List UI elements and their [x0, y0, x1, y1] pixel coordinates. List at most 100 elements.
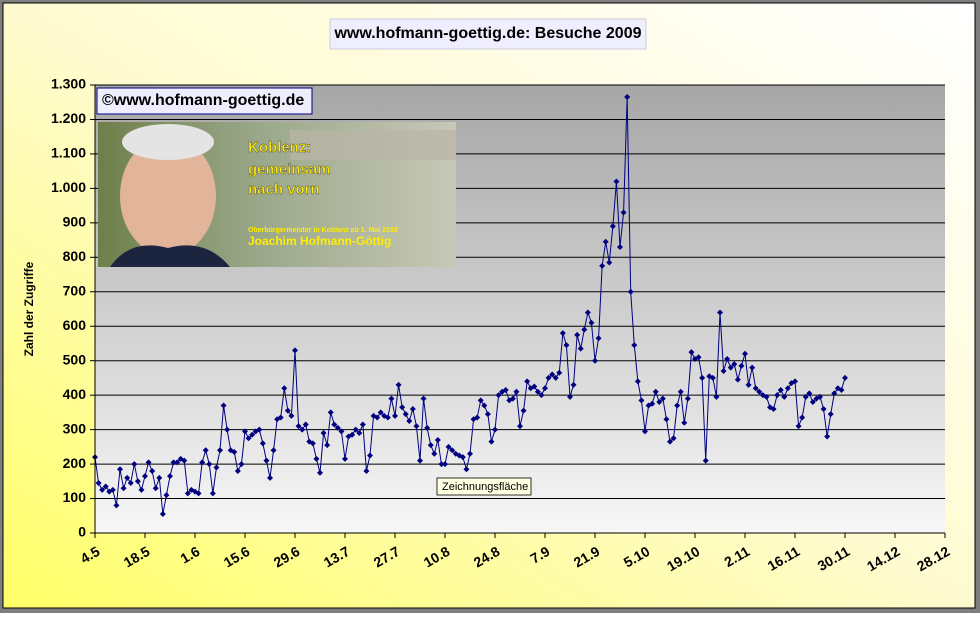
data-point: [152, 485, 159, 492]
slogan: Koblenz:: [248, 139, 311, 156]
person-name: Joachim Hofmann-Göttig: [248, 234, 391, 248]
data-point: [781, 393, 788, 400]
data-point: [667, 438, 673, 445]
data-point: [656, 399, 663, 406]
data-point: [699, 374, 706, 381]
data-point: [324, 442, 331, 449]
data-point: [249, 431, 256, 438]
data-point: [792, 378, 798, 385]
data-point: [434, 436, 441, 443]
data-point: [827, 411, 834, 418]
data-point: [352, 426, 359, 433]
data-point: [313, 455, 320, 462]
data-point: [334, 424, 341, 431]
data-point: [181, 457, 188, 464]
data-point: [131, 461, 138, 468]
data-point: [734, 376, 741, 383]
data-point: [174, 459, 181, 466]
data-point: [474, 414, 481, 421]
data-point: [406, 418, 413, 424]
data-point: [167, 473, 173, 480]
data-point: [638, 397, 645, 404]
data-point: [702, 457, 709, 464]
data-point: [367, 452, 373, 459]
data-point: [602, 238, 609, 245]
data-point: [445, 443, 452, 450]
data-point: [756, 388, 763, 395]
data-point: [488, 438, 495, 445]
data-point: [242, 428, 248, 435]
data-point: [763, 393, 770, 400]
data-point: [659, 395, 666, 402]
data-point: [320, 430, 327, 437]
data-point: [120, 485, 127, 492]
data-point: [395, 381, 402, 388]
data-point: [495, 392, 502, 399]
data-point: [199, 459, 206, 466]
data-point: [717, 309, 723, 316]
data-point: [674, 402, 681, 409]
data-point: [224, 426, 231, 433]
data-point: [709, 374, 716, 381]
slogan: nach vorn: [248, 181, 320, 198]
data-point: [581, 326, 588, 333]
data-point: [102, 483, 109, 490]
chart-title: www.hofmann-goettig.de: Besuche 2009: [333, 25, 641, 42]
data-point: [599, 262, 606, 269]
data-point: [777, 386, 784, 393]
data-point: [542, 385, 548, 392]
data-point: [159, 511, 166, 518]
badge: ©www.hofmann-goettig.de: [102, 92, 304, 109]
data-point: [309, 440, 316, 447]
data-point: [509, 395, 516, 402]
data-point: [552, 374, 559, 381]
data-point: [620, 209, 627, 216]
y-tick-label: 800: [63, 248, 87, 264]
data-point: [559, 330, 566, 337]
data-point: [824, 433, 831, 440]
data-point: [534, 388, 541, 395]
data-point: [634, 378, 641, 385]
data-point: [338, 428, 345, 435]
data-point: [795, 423, 802, 430]
data-point: [652, 388, 659, 395]
data-point: [331, 421, 338, 428]
data-point: [467, 450, 473, 457]
data-point: [606, 259, 613, 266]
data-point: [117, 466, 123, 473]
data-point: [817, 393, 823, 400]
data-point: [642, 428, 648, 435]
data-point: [234, 467, 241, 474]
badge-box: [96, 87, 313, 115]
y-axis-label: Zahl der Zugriffe: [22, 261, 36, 356]
data-point: [363, 467, 370, 474]
data-point: [342, 455, 348, 462]
data-point: [649, 400, 656, 407]
data-point: [545, 374, 552, 381]
data-point: [770, 405, 777, 412]
data-point: [449, 447, 456, 454]
data-point: [831, 390, 838, 397]
data-point: [459, 454, 466, 461]
data-point: [438, 461, 445, 468]
photo-hair: [122, 124, 214, 160]
data-point: [134, 478, 141, 485]
data-point: [563, 342, 570, 349]
data-point: [292, 347, 298, 354]
data-point: [609, 223, 616, 230]
data-point: [484, 411, 491, 418]
data-point: [399, 404, 406, 411]
data-point: [109, 486, 116, 493]
y-tick-label: 1.100: [51, 145, 86, 161]
data-point: [252, 428, 259, 435]
data-point: [442, 461, 448, 468]
data-point: [284, 407, 291, 414]
data-point: [388, 395, 395, 402]
data-point: [513, 388, 520, 395]
data-point: [127, 480, 134, 487]
data-point: [195, 490, 202, 497]
data-point: [695, 354, 702, 361]
data-point: [531, 383, 538, 390]
data-point: [592, 357, 598, 364]
data-point: [681, 419, 688, 426]
